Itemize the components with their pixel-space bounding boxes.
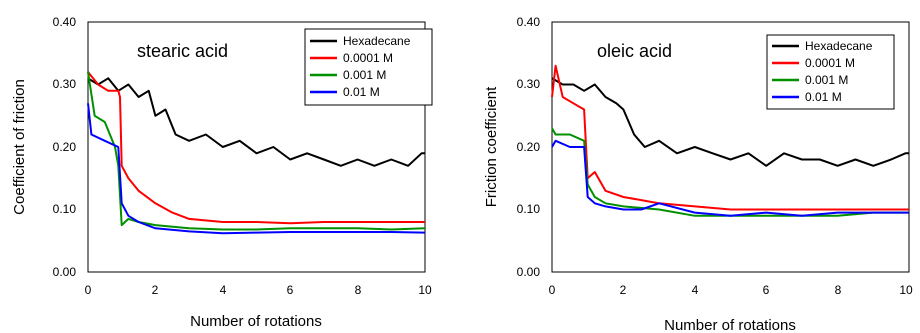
- x-axis-label: Number of rotations: [664, 317, 796, 333]
- y-tick-label: 0.10: [53, 202, 77, 216]
- x-tick-label: 4: [220, 283, 227, 297]
- y-tick-labels: 0.40 0.30 0.20 0.10 0.00: [517, 15, 541, 279]
- x-tick-label: 0: [85, 283, 92, 297]
- x-tick-label: 2: [620, 283, 627, 297]
- legend-label: 0.001 M: [805, 73, 848, 87]
- y-tick-label: 0.20: [517, 140, 541, 154]
- y-tick-label: 0.20: [53, 140, 77, 154]
- y-tick-labels: 0.40 0.30 0.20 0.10 0.00: [53, 15, 77, 279]
- series-line-0-0001-m: [87, 71, 425, 225]
- series-line-hexadecane: [87, 77, 425, 167]
- x-tick-labels: 0 2 4 6 8 10: [85, 283, 432, 297]
- y-axis-label: Coefficient of friction: [11, 79, 28, 215]
- x-tick-label: 10: [899, 283, 913, 297]
- legend-label: 0.0001 M: [343, 51, 393, 65]
- chart-panel-stearic: Coefficient of friction Number of rotati…: [11, 15, 433, 330]
- x-axis-label: Number of rotations: [190, 313, 322, 330]
- x-tick-label: 8: [355, 283, 362, 297]
- y-tick-label: 0.00: [517, 265, 541, 279]
- x-tick-label: 6: [763, 283, 770, 297]
- y-tick-label: 0.40: [517, 15, 541, 29]
- legend-label: 0.001 M: [343, 68, 386, 82]
- chart-panel-oleic: Friction coefficient Number of rotations…: [483, 15, 913, 333]
- y-tick-label: 0.30: [517, 77, 541, 91]
- series-lines-right: [551, 64, 909, 217]
- chart-annotation: oleic acid: [597, 41, 672, 61]
- series-line-0-001-m: [551, 127, 909, 217]
- x-tick-label: 0: [549, 283, 556, 297]
- legend: Hexadecane 0.0001 M 0.001 M 0.01 M: [304, 28, 433, 106]
- plot-area-left: [87, 21, 426, 273]
- x-tick-label: 2: [152, 283, 159, 297]
- legend-label: 0.01 M: [343, 85, 380, 99]
- legend-label: 0.01 M: [805, 90, 842, 104]
- y-axis-label: Friction coefficient: [483, 86, 500, 207]
- y-tick-label: 0.30: [53, 77, 77, 91]
- legend-label: Hexadecane: [805, 39, 873, 53]
- legend-label: 0.0001 M: [805, 56, 855, 70]
- x-tick-label: 10: [418, 283, 432, 297]
- x-tick-label: 4: [692, 283, 699, 297]
- series-line-hexadecane: [551, 77, 909, 167]
- x-tick-label: 6: [287, 283, 294, 297]
- y-tick-label: 0.00: [53, 265, 77, 279]
- y-tick-label: 0.10: [517, 202, 541, 216]
- series-line-0-01-m: [551, 139, 909, 217]
- series-line-0-01-m: [87, 103, 426, 235]
- series-lines-left: [87, 71, 426, 235]
- series-line-0-001-m: [87, 71, 426, 231]
- y-tick-label: 0.40: [53, 15, 77, 29]
- chart-annotation: stearic acid: [137, 41, 228, 61]
- legend-label: Hexadecane: [343, 34, 411, 48]
- x-tick-label: 8: [835, 283, 842, 297]
- legend: Hexadecane 0.0001 M 0.001 M 0.01 M: [766, 34, 895, 110]
- x-tick-labels: 0 2 4 6 8 10: [549, 283, 913, 297]
- series-line-0-0001-m: [551, 64, 909, 211]
